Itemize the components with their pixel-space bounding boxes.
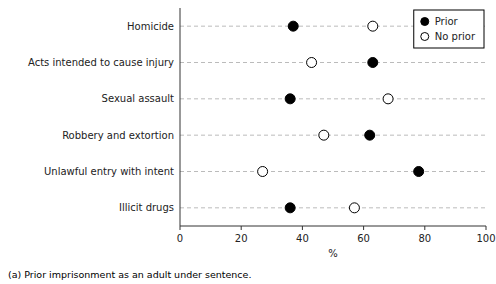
legend-label: Prior (435, 16, 459, 27)
x-axis-label: % (328, 248, 338, 259)
y-tick-label: Robbery and extortion (62, 130, 174, 141)
dot (414, 167, 424, 177)
legend-marker (421, 33, 429, 41)
y-tick-label: Unlawful entry with intent (44, 166, 174, 177)
dot (383, 94, 393, 104)
y-tick-label: Acts intended to cause injury (28, 57, 174, 68)
chart: 0 20 40 60 80 100% Homicide Acts intended to ca… (0, 0, 496, 284)
x-tick-label: 100 (476, 233, 495, 244)
dot (288, 21, 298, 31)
y-tick-label: Illicit drugs (119, 202, 174, 213)
dot (285, 203, 295, 213)
x-tick (486, 226, 487, 230)
x-tick-label: 20 (235, 233, 248, 244)
guide-line (180, 171, 486, 172)
guide-line (180, 98, 486, 99)
x-axis-line (180, 226, 486, 227)
x-tick-label: 60 (357, 233, 370, 244)
dot (285, 94, 295, 104)
x-tick (302, 226, 303, 230)
dot (319, 130, 329, 140)
dot (307, 58, 317, 68)
y-tick-label: Homicide (127, 21, 174, 32)
x-tick-label: 0 (177, 233, 183, 244)
guide-line (180, 207, 486, 208)
x-tick-label: 40 (296, 233, 309, 244)
guide-line (180, 62, 486, 63)
dot (368, 21, 378, 31)
x-tick (424, 226, 425, 230)
dot (258, 167, 268, 177)
plot-area (258, 21, 424, 213)
x-tick (363, 226, 364, 230)
y-tick-label: Sexual assault (102, 93, 174, 104)
dot (368, 58, 378, 68)
footnote: (a) Prior imprisonment as an adult under… (8, 269, 251, 280)
dot (349, 203, 359, 213)
x-tick (241, 226, 242, 230)
legend: Prior No prior (414, 10, 484, 48)
y-axis-line (180, 8, 181, 226)
legend-frame (414, 10, 484, 48)
legend-marker (421, 18, 429, 26)
dot (365, 130, 375, 140)
x-tick (180, 226, 181, 230)
x-tick-label: 80 (418, 233, 431, 244)
legend-label: No prior (435, 31, 476, 42)
guide-line (180, 135, 486, 136)
